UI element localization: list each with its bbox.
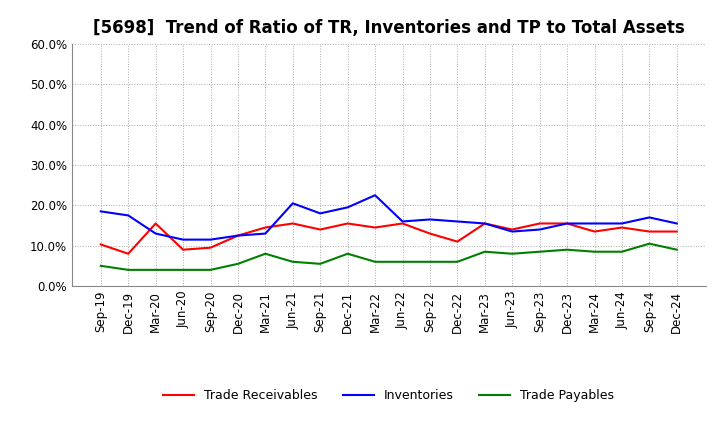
Inventories xyxy=(672,221,681,226)
Inventories xyxy=(563,221,572,226)
Trade Receivables xyxy=(179,247,187,253)
Trade Receivables xyxy=(261,225,270,230)
Trade Receivables xyxy=(371,225,379,230)
Inventories xyxy=(590,221,599,226)
Line: Trade Receivables: Trade Receivables xyxy=(101,224,677,254)
Trade Payables xyxy=(289,259,297,264)
Trade Payables xyxy=(563,247,572,253)
Line: Inventories: Inventories xyxy=(101,195,677,240)
Trade Payables xyxy=(151,267,160,272)
Trade Payables xyxy=(590,249,599,254)
Legend: Trade Receivables, Inventories, Trade Payables: Trade Receivables, Inventories, Trade Pa… xyxy=(158,384,619,407)
Inventories xyxy=(371,193,379,198)
Trade Receivables xyxy=(151,221,160,226)
Trade Payables xyxy=(371,259,379,264)
Inventories xyxy=(343,205,352,210)
Trade Payables xyxy=(453,259,462,264)
Line: Trade Payables: Trade Payables xyxy=(101,244,677,270)
Trade Receivables xyxy=(508,227,516,232)
Trade Receivables xyxy=(96,242,105,247)
Trade Receivables xyxy=(672,229,681,234)
Inventories xyxy=(426,217,434,222)
Trade Payables xyxy=(96,263,105,268)
Inventories xyxy=(316,211,325,216)
Trade Payables xyxy=(343,251,352,257)
Trade Payables xyxy=(536,249,544,254)
Trade Payables xyxy=(480,249,489,254)
Trade Payables xyxy=(316,261,325,267)
Inventories xyxy=(508,229,516,234)
Title: [5698]  Trend of Ratio of TR, Inventories and TP to Total Assets: [5698] Trend of Ratio of TR, Inventories… xyxy=(93,19,685,37)
Trade Receivables xyxy=(398,221,407,226)
Trade Receivables xyxy=(480,221,489,226)
Trade Receivables xyxy=(453,239,462,244)
Inventories xyxy=(480,221,489,226)
Trade Receivables xyxy=(618,225,626,230)
Trade Receivables xyxy=(590,229,599,234)
Trade Receivables xyxy=(206,245,215,250)
Trade Payables xyxy=(645,241,654,246)
Trade Payables xyxy=(261,251,270,257)
Trade Payables xyxy=(398,259,407,264)
Trade Payables xyxy=(508,251,516,257)
Trade Payables xyxy=(179,267,187,272)
Inventories xyxy=(179,237,187,242)
Trade Receivables xyxy=(343,221,352,226)
Inventories xyxy=(536,227,544,232)
Inventories xyxy=(206,237,215,242)
Inventories xyxy=(233,233,242,238)
Inventories xyxy=(151,231,160,236)
Trade Payables xyxy=(618,249,626,254)
Trade Receivables xyxy=(426,231,434,236)
Trade Receivables xyxy=(563,221,572,226)
Inventories xyxy=(618,221,626,226)
Trade Receivables xyxy=(124,251,132,257)
Trade Payables xyxy=(124,267,132,272)
Trade Payables xyxy=(426,259,434,264)
Inventories xyxy=(124,213,132,218)
Inventories xyxy=(453,219,462,224)
Trade Receivables xyxy=(289,221,297,226)
Inventories xyxy=(289,201,297,206)
Trade Receivables xyxy=(233,233,242,238)
Trade Payables xyxy=(206,267,215,272)
Trade Payables xyxy=(233,261,242,267)
Inventories xyxy=(398,219,407,224)
Inventories xyxy=(261,231,270,236)
Inventories xyxy=(645,215,654,220)
Trade Receivables xyxy=(316,227,325,232)
Inventories xyxy=(96,209,105,214)
Trade Receivables xyxy=(536,221,544,226)
Trade Receivables xyxy=(645,229,654,234)
Trade Payables xyxy=(672,247,681,253)
